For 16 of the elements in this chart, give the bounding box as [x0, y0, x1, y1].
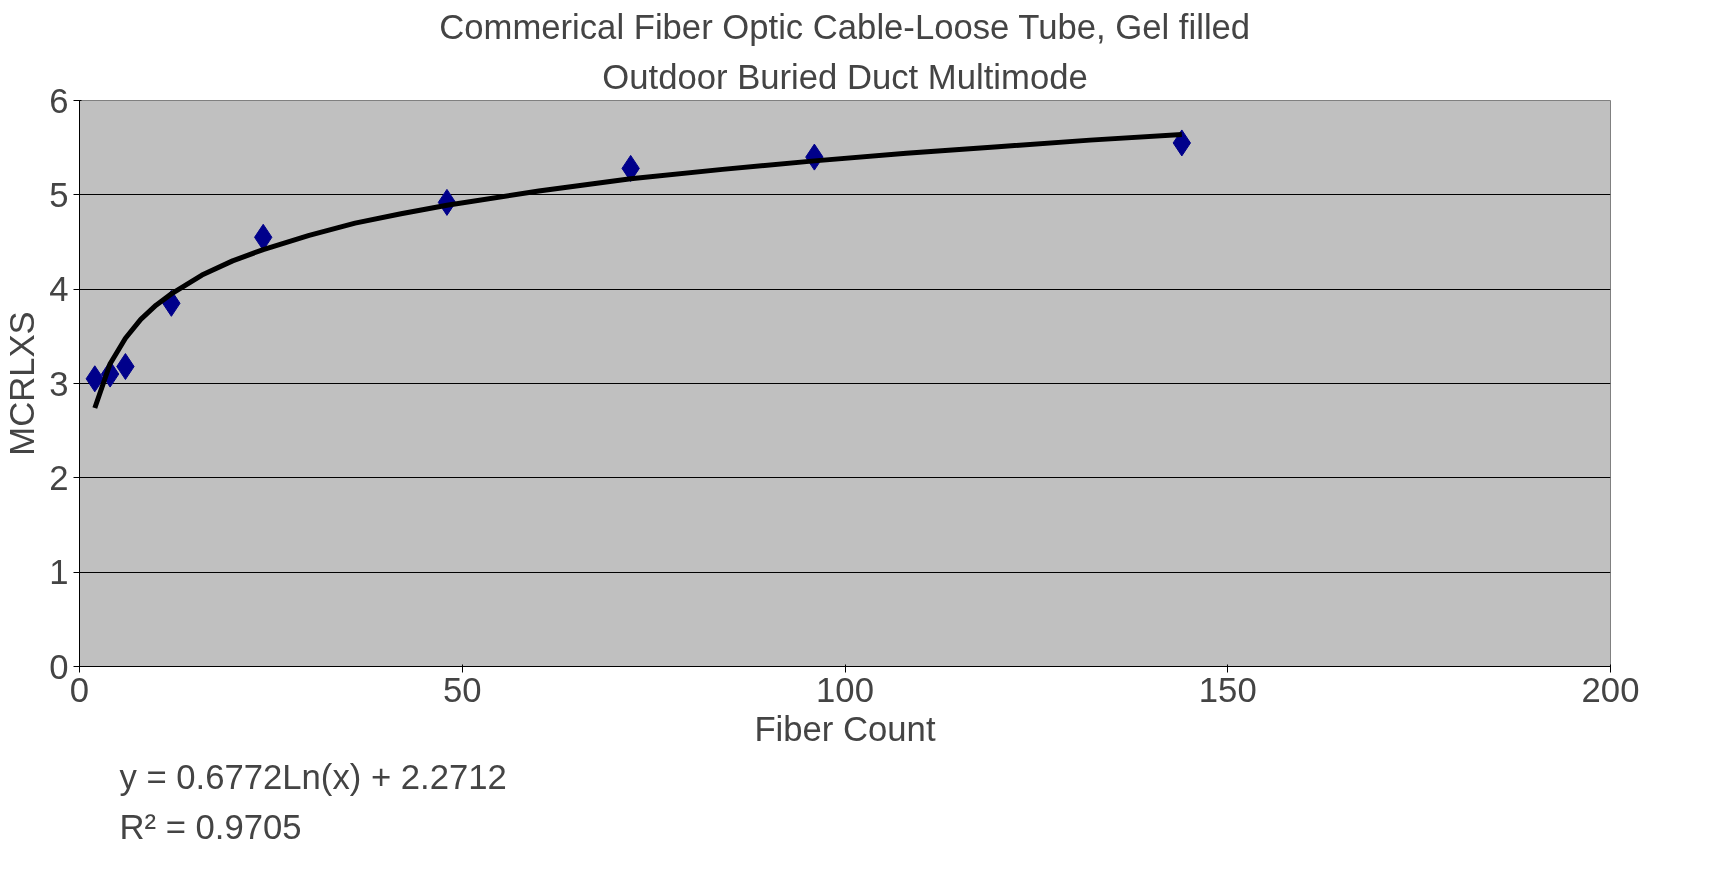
x-tick-label: 150	[1198, 670, 1257, 709]
x-axis-title: Fiber Count	[754, 709, 936, 748]
chart-title: Commerical Fiber Optic Cable-Loose Tube, Gel filled	[439, 7, 1251, 46]
chart-subtitle: Outdoor Buried Duct Multimode	[602, 57, 1088, 96]
x-tick-label: 100	[816, 670, 874, 709]
y-tick-label: 3	[49, 364, 69, 403]
y-tick-label: 2	[49, 458, 69, 497]
y-tick-label: 4	[49, 270, 69, 309]
text: y = 0.6772Ln(x) + 2.2712	[119, 757, 507, 796]
y-tick-label: 6	[49, 81, 69, 120]
y-axis-title: MCRLXS	[3, 311, 42, 456]
x-tick-label: 50	[442, 670, 482, 709]
text: R² = 0.9705	[119, 807, 302, 846]
x-tick-label: 200	[1581, 670, 1640, 709]
y-tick-label: 1	[49, 553, 69, 592]
y-tick-label: 5	[49, 175, 69, 214]
